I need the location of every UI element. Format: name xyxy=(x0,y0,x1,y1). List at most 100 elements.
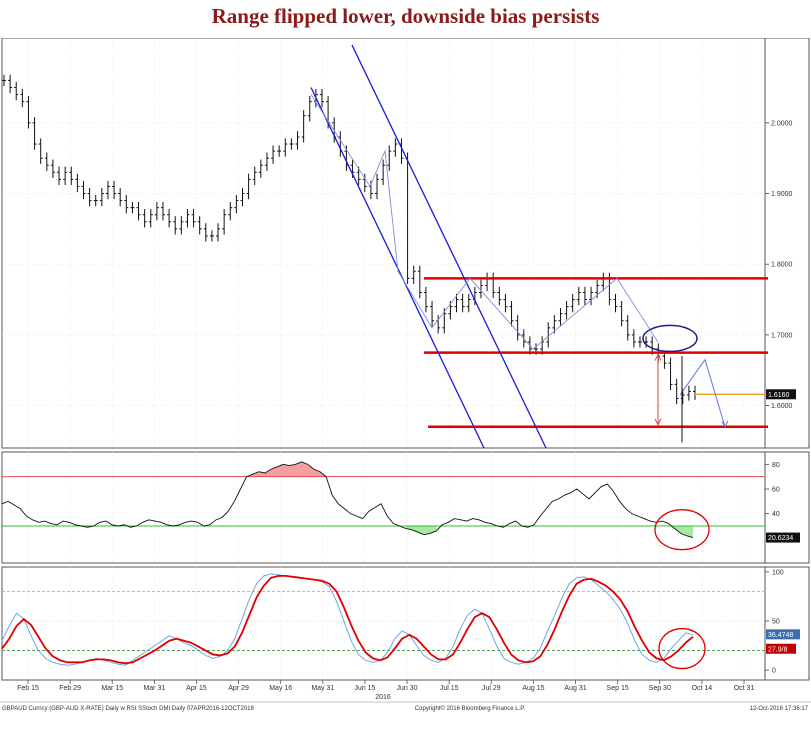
y-tick-label: 100 xyxy=(772,569,784,576)
price-bar xyxy=(130,202,135,214)
price-bar xyxy=(552,315,557,334)
price-bar xyxy=(271,145,276,164)
stoch-k-line xyxy=(1,573,694,666)
price-bar xyxy=(112,180,117,200)
price-bar xyxy=(87,187,92,207)
x-tick-label: Mar 31 xyxy=(143,685,165,692)
price-bar xyxy=(160,202,165,221)
price-bar xyxy=(454,293,459,313)
price-bar xyxy=(124,194,129,214)
price-bar xyxy=(558,308,563,327)
price-bar xyxy=(613,293,618,313)
y-tick-label: 0 xyxy=(772,668,776,675)
x-axis: Feb 15 Feb 29 Mar 15 Mar 31 Apr 15 Apr 29 May … xyxy=(2,679,765,701)
price-bar xyxy=(301,110,306,143)
rsi-line xyxy=(1,461,694,538)
price-bar xyxy=(142,209,147,228)
price-bar xyxy=(686,385,691,401)
x-tick-label: Jul 15 xyxy=(440,685,459,692)
price-bar xyxy=(93,194,98,207)
stoch-d-line xyxy=(1,574,694,665)
price-bar xyxy=(240,187,245,207)
price-bar xyxy=(50,159,55,178)
rsi-oversold-fill xyxy=(674,526,693,538)
price-bar xyxy=(423,286,428,313)
price-bar xyxy=(197,216,202,235)
price-bar xyxy=(417,265,422,299)
price-bar xyxy=(2,74,6,87)
price-bar xyxy=(356,166,361,186)
x-tick-label: May 16 xyxy=(269,685,292,692)
stoch-d-box xyxy=(766,643,796,654)
x-tick-label: Oct 14 xyxy=(692,685,713,692)
price-bar xyxy=(515,315,520,341)
price-bar xyxy=(20,88,25,108)
x-tick-label: Apr 29 xyxy=(228,685,249,692)
footer-right: 12-Oct-2016 17:36:17 xyxy=(750,706,809,712)
price-bar xyxy=(216,223,221,242)
price-bar xyxy=(637,336,642,348)
y-tick-label: 1.6000 xyxy=(771,403,793,410)
price-bar xyxy=(99,187,104,207)
x-tick-label: Jun 15 xyxy=(354,685,375,692)
y-tick-label: 1.8000 xyxy=(771,262,793,269)
rsi-last-label: 20.6234 xyxy=(768,535,793,542)
price-bar xyxy=(222,209,227,235)
price-bar xyxy=(387,145,392,171)
price-bar xyxy=(63,166,68,186)
price-bar xyxy=(234,194,239,214)
price-bar xyxy=(375,173,380,200)
stoch-k-box xyxy=(766,629,800,640)
stoch-panel: 100 50 0 36.4748 27.9/8 xyxy=(1,566,810,681)
x-tick-label: Mar 15 xyxy=(101,685,123,692)
price-bar xyxy=(136,202,141,221)
footer-center: Copyright© 2016 Bloomberg Finance L.P. xyxy=(415,705,526,712)
price-bar xyxy=(26,95,31,129)
price-bar xyxy=(148,209,153,228)
stoch-k-label: 36.4748 xyxy=(768,632,793,639)
price-bar xyxy=(668,357,673,391)
price-bar xyxy=(466,293,471,313)
price-bar xyxy=(625,315,630,341)
price-bar xyxy=(589,286,594,306)
price-bar xyxy=(246,173,251,200)
price-bar xyxy=(44,152,49,171)
price-bar xyxy=(191,209,196,228)
last-price-box xyxy=(766,389,796,400)
price-bar xyxy=(173,216,178,235)
x-tick-label: Aug 15 xyxy=(522,685,544,692)
price-bar xyxy=(209,230,214,242)
price-bar xyxy=(283,138,288,157)
price-bar xyxy=(546,322,551,348)
price-bar xyxy=(14,81,19,101)
price-bar xyxy=(460,293,465,313)
x-tick-label: Feb 15 xyxy=(17,685,39,692)
price-bar xyxy=(503,293,508,313)
price-bar xyxy=(81,180,86,200)
price-bar xyxy=(674,378,679,405)
price-bar xyxy=(319,88,324,108)
rsi-last-box xyxy=(766,532,800,543)
price-bar xyxy=(619,300,624,327)
y-tick-label: 40 xyxy=(772,511,780,518)
price-bar xyxy=(167,209,172,228)
price-bar xyxy=(307,95,312,122)
y-tick-label: 60 xyxy=(772,487,780,494)
price-bar xyxy=(277,145,282,157)
projection-arrowhead xyxy=(721,420,729,428)
price-bar xyxy=(258,159,263,178)
price-bar xyxy=(362,173,367,193)
price-bar xyxy=(264,152,269,171)
price-bar xyxy=(576,286,581,306)
price-bar xyxy=(38,138,43,164)
price-bar xyxy=(69,166,74,186)
price-bar xyxy=(203,223,208,242)
rsi-panel: 80 60 40 20.6234 xyxy=(1,451,810,564)
stoch-d-label: 27.9/8 xyxy=(768,646,788,653)
price-bar xyxy=(631,329,636,348)
price-bar xyxy=(118,187,123,207)
price-frame xyxy=(1,38,810,449)
price-bar xyxy=(564,300,569,320)
x-tick-label: Jul 29 xyxy=(482,685,501,692)
rsi-oversold-fill xyxy=(405,526,437,535)
